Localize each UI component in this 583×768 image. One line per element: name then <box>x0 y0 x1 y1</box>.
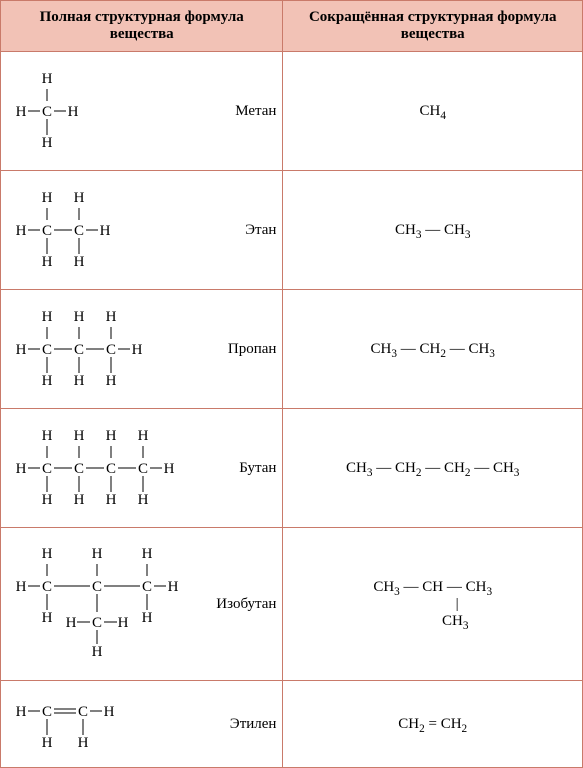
svg-text:H: H <box>132 342 143 358</box>
short-formula: CH3 — CH — CH3 | CH3 <box>373 579 492 629</box>
svg-text:H: H <box>16 342 27 358</box>
svg-text:C: C <box>142 579 152 595</box>
full-formula-cell: HCHHHМетан <box>1 52 283 171</box>
svg-text:H: H <box>104 704 115 720</box>
short-formula: CH3 — CH2 — CH3 <box>371 341 495 357</box>
svg-text:H: H <box>42 135 53 151</box>
short-formula-cell: CH4 <box>283 52 583 171</box>
structural-formula: HCHHCHHCHHCHHH <box>7 419 183 517</box>
svg-text:H: H <box>42 610 53 626</box>
svg-text:H: H <box>138 492 149 508</box>
compound-name: Метан <box>227 103 276 120</box>
compound-name: Этилен <box>222 716 277 733</box>
svg-text:C: C <box>42 704 52 720</box>
table-row: HCHHHМетанCH4 <box>1 52 583 171</box>
full-formula-cell: HCHHCHHHЭтан <box>1 171 283 290</box>
structural-formula: HCCHHH <box>7 691 123 757</box>
svg-text:C: C <box>138 461 148 477</box>
table-row: HCHHCHHCHHHПропанCH3 — CH2 — CH3 <box>1 290 583 409</box>
compound-name: Изобутан <box>208 596 276 613</box>
svg-text:H: H <box>16 461 27 477</box>
svg-text:C: C <box>78 704 88 720</box>
svg-text:H: H <box>74 428 85 444</box>
svg-text:C: C <box>106 461 116 477</box>
svg-text:H: H <box>168 579 179 595</box>
svg-text:H: H <box>78 735 89 751</box>
header-short: Сокращённая структурная формула вещества <box>283 1 583 52</box>
svg-text:C: C <box>42 104 52 120</box>
svg-text:H: H <box>42 428 53 444</box>
svg-text:C: C <box>42 579 52 595</box>
svg-text:H: H <box>74 373 85 389</box>
svg-text:H: H <box>106 373 117 389</box>
compound-name: Этан <box>237 222 276 239</box>
table-row: HCCHHHЭтиленCH2 = CH2 <box>1 681 583 768</box>
compound-name: Бутан <box>231 460 276 477</box>
svg-text:C: C <box>106 342 116 358</box>
short-formula-cell: CH2 = CH2 <box>283 681 583 768</box>
svg-text:C: C <box>42 342 52 358</box>
svg-text:H: H <box>92 546 103 562</box>
svg-text:H: H <box>16 579 27 595</box>
svg-text:H: H <box>16 223 27 239</box>
short-formula-cell: CH3 — CH2 — CH3 <box>283 290 583 409</box>
table-row: HCHHCHHHЭтанCH3 — CH3 <box>1 171 583 290</box>
svg-text:H: H <box>74 309 85 325</box>
svg-text:C: C <box>92 615 102 631</box>
full-formula-cell: HCCHHHЭтилен <box>1 681 283 768</box>
structural-formula: HCHCHCHHHHCHHH <box>7 538 199 670</box>
svg-text:H: H <box>16 704 27 720</box>
svg-text:C: C <box>74 223 84 239</box>
svg-text:H: H <box>106 428 117 444</box>
table-row: HCHHCHHCHHCHHHБутанCH3 — CH2 — CH2 — CH3 <box>1 409 583 528</box>
svg-text:C: C <box>74 342 84 358</box>
short-formula-cell: CH3 — CH2 — CH2 — CH3 <box>283 409 583 528</box>
svg-text:C: C <box>42 223 52 239</box>
svg-text:H: H <box>42 492 53 508</box>
svg-text:H: H <box>68 104 79 120</box>
svg-text:H: H <box>16 104 27 120</box>
structural-formula: HCHHCHHCHHH <box>7 300 151 398</box>
svg-text:H: H <box>42 546 53 562</box>
table-row: HCHCHCHHHHCHHHИзобутанCH3 — CH — CH3 | C… <box>1 528 583 681</box>
short-formula-cell: CH3 — CH3 <box>283 171 583 290</box>
svg-text:H: H <box>42 190 53 206</box>
short-formula-cell: CH3 — CH — CH3 | CH3 <box>283 528 583 681</box>
structural-formula: HCHHCHHH <box>7 181 119 279</box>
short-formula: CH3 — CH2 — CH2 — CH3 <box>346 460 519 476</box>
svg-text:H: H <box>42 71 53 87</box>
short-formula: CH4 <box>419 103 445 119</box>
svg-text:H: H <box>100 223 111 239</box>
svg-text:H: H <box>42 373 53 389</box>
svg-text:H: H <box>138 428 149 444</box>
svg-text:H: H <box>142 610 153 626</box>
structural-formula: HCHHH <box>7 62 87 160</box>
svg-text:H: H <box>106 309 117 325</box>
svg-text:H: H <box>106 492 117 508</box>
svg-text:H: H <box>42 309 53 325</box>
svg-text:C: C <box>42 461 52 477</box>
short-formula: CH2 = CH2 <box>398 716 467 732</box>
svg-text:C: C <box>74 461 84 477</box>
svg-text:H: H <box>74 254 85 270</box>
svg-text:H: H <box>142 546 153 562</box>
full-formula-cell: HCHHCHHCHHHПропан <box>1 290 283 409</box>
full-formula-cell: HCHCHCHHHHCHHHИзобутан <box>1 528 283 681</box>
svg-text:H: H <box>42 735 53 751</box>
formula-table: Полная структурная формула вещества Сокр… <box>0 0 583 768</box>
short-formula: CH3 — CH3 <box>395 222 470 238</box>
svg-text:H: H <box>42 254 53 270</box>
svg-text:H: H <box>74 190 85 206</box>
svg-text:H: H <box>92 644 103 660</box>
svg-text:H: H <box>66 615 77 631</box>
svg-text:H: H <box>74 492 85 508</box>
full-formula-cell: HCHHCHHCHHCHHHБутан <box>1 409 283 528</box>
header-full: Полная структурная формула вещества <box>1 1 283 52</box>
svg-text:H: H <box>118 615 129 631</box>
svg-text:H: H <box>164 461 175 477</box>
svg-text:C: C <box>92 579 102 595</box>
compound-name: Пропан <box>220 341 277 358</box>
